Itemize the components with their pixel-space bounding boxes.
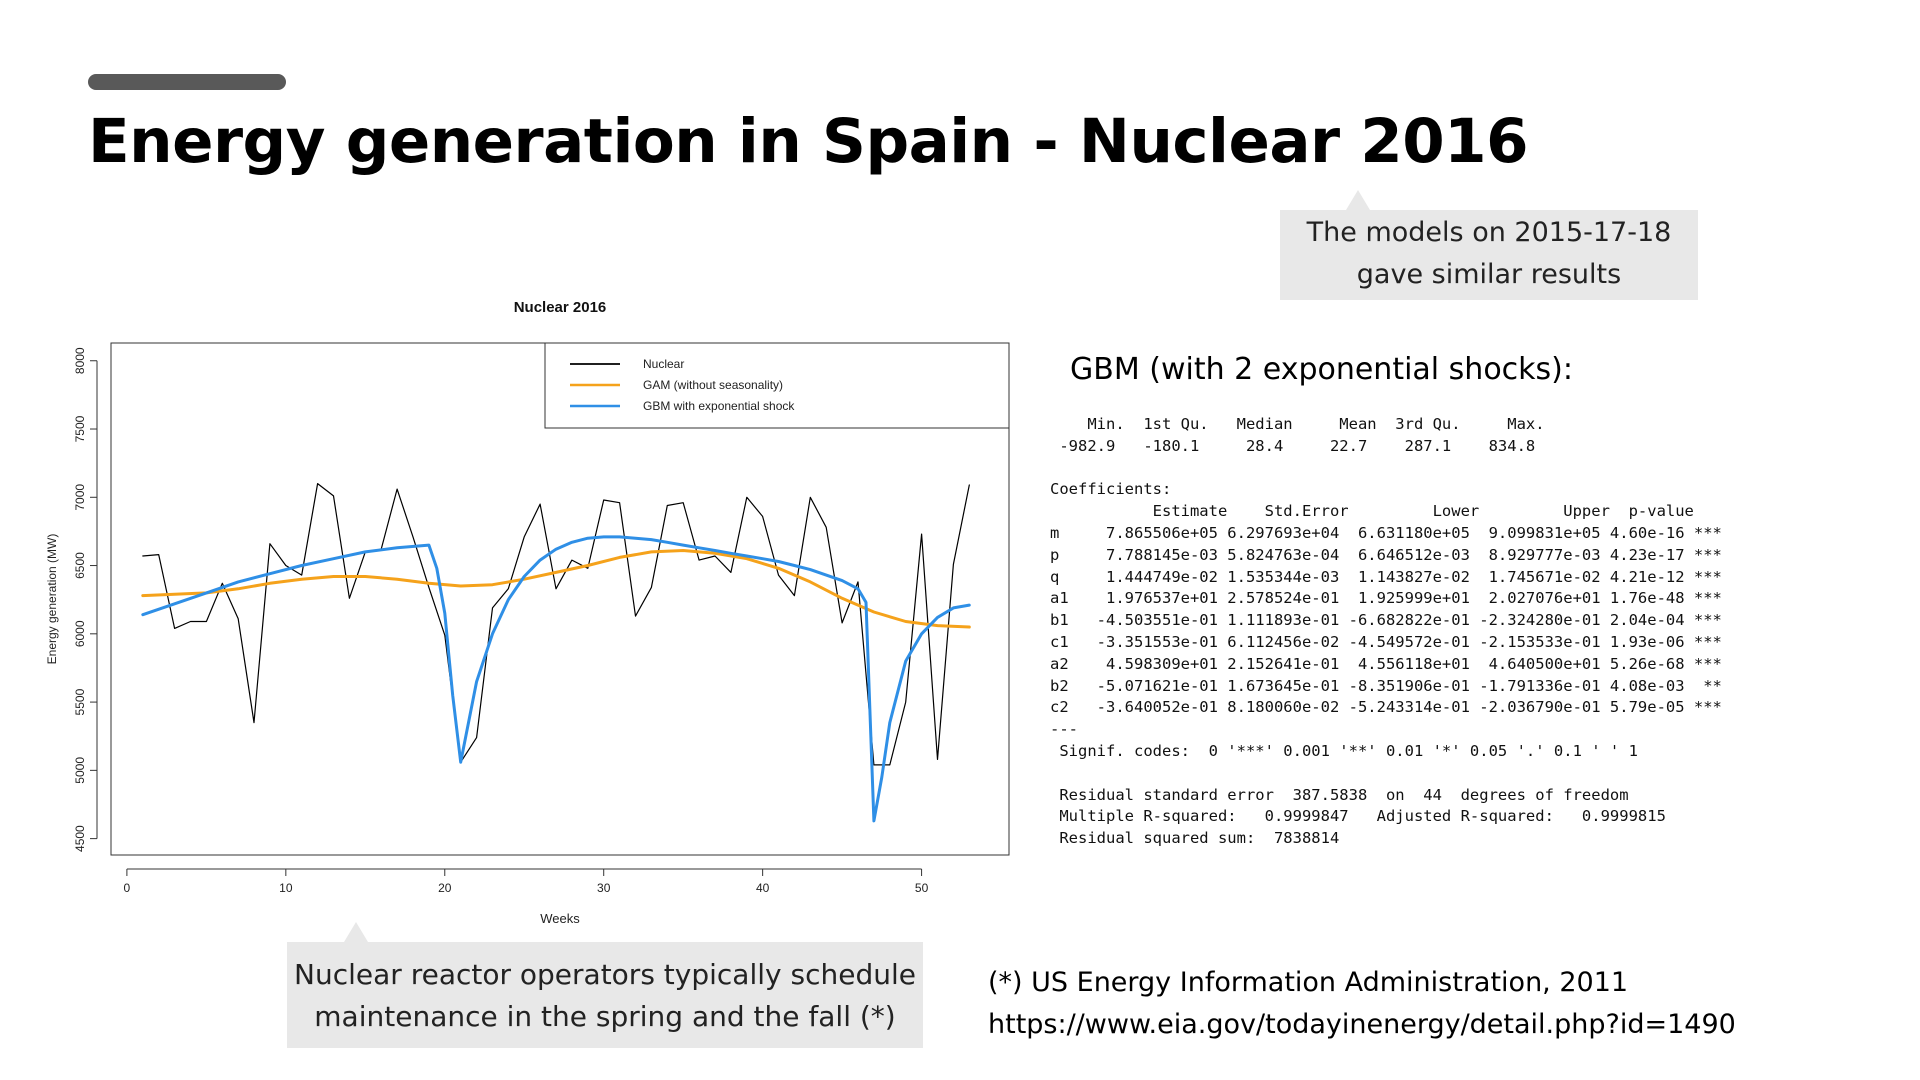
gbm-output-line: Multiple R-squared: 0.9999847 Adjusted R… <box>1050 807 1666 826</box>
gbm-output-line: Residual standard error 387.5838 on 44 d… <box>1050 785 1629 804</box>
gbm-output-line: --- <box>1050 720 1078 739</box>
y-tick-label: 7000 <box>73 484 87 511</box>
gbm-series-line <box>141 535 971 823</box>
y-tick-label: 5000 <box>73 757 87 784</box>
gbm-output-line: Estimate Std.Error Lower Upper p-value <box>1050 502 1694 521</box>
x-tick-label: 0 <box>124 881 131 895</box>
maintenance-line-1: Nuclear reactor operators typically sche… <box>294 958 916 991</box>
gbm-output-line: c2 -3.640052e-01 8.180060e-02 -5.243314e… <box>1050 698 1722 717</box>
maintenance-callout: Nuclear reactor operators typically sche… <box>287 922 923 1048</box>
chart-title: Nuclear 2016 <box>514 299 607 316</box>
legend-nuclear-label: Nuclear <box>643 357 684 371</box>
y-tick-label: 5500 <box>73 688 87 715</box>
gbm-output-line: m 7.865506e+05 6.297693e+04 6.631180e+05… <box>1050 523 1722 542</box>
y-tick-label: 7500 <box>73 415 87 442</box>
reference-note: (*) US Energy Information Administration… <box>988 962 1736 1046</box>
gbm-output-line: Signif. codes: 0 '***' 0.001 '**' 0.01 '… <box>1050 741 1638 760</box>
page-title: Energy generation in Spain - Nuclear 201… <box>88 106 1529 177</box>
y-tick-label: 8000 <box>73 347 87 374</box>
x-tick-label: 10 <box>279 881 293 895</box>
y-tick-label: 4500 <box>73 825 87 852</box>
gam-series-line <box>141 549 971 629</box>
gbm-output-line: Coefficients: <box>1050 480 1172 499</box>
gbm-output-line: p 7.788145e-03 5.824763e-04 6.646512e-03… <box>1050 545 1722 564</box>
gbm-heading: GBM (with 2 exponential shocks): <box>1070 352 1573 387</box>
nuclear-chart: Nuclear 2016 0 10 20 30 40 50 Weeks 4500 5000 5500… <box>45 299 1010 926</box>
reference-citation: (*) US Energy Information Administration… <box>988 967 1629 998</box>
x-tick-label: 50 <box>915 881 929 895</box>
gbm-output-line: b2 -5.071621e-01 1.673645e-01 -8.351906e… <box>1050 676 1722 695</box>
y-axis-label: Energy generation (MW) <box>45 534 59 665</box>
gbm-output-line: a2 4.598309e+01 2.152641e-01 4.556118e+0… <box>1050 654 1722 673</box>
gbm-output-line: c1 -3.351553e-01 6.112456e-02 -4.549572e… <box>1050 632 1722 651</box>
gbm-output-line: q 1.444749e-02 1.535344e-03 1.143827e-02… <box>1050 567 1722 586</box>
models-note-callout: The models on 2015-17-18 gave similar re… <box>1280 190 1698 300</box>
y-tick-label: 6000 <box>73 620 87 647</box>
legend-gam-label: GAM (without seasonality) <box>643 378 783 392</box>
gbm-output-line: -982.9 -180.1 28.4 22.7 287.1 834.8 <box>1050 436 1536 455</box>
gbm-output-line: b1 -4.503551e-01 1.111893e-01 -6.682822e… <box>1050 611 1722 630</box>
x-tick-label: 20 <box>438 881 452 895</box>
gbm-output-line: Residual squared sum: 7838814 <box>1050 829 1340 848</box>
models-note-line-2: gave similar results <box>1356 259 1622 290</box>
accent-bar <box>88 74 286 90</box>
maintenance-line-2: maintenance in the spring and the fall (… <box>314 1000 896 1033</box>
gbm-output-line: a1 1.976537e+01 2.578524e-01 1.925999e+0… <box>1050 589 1722 608</box>
chart-legend <box>544 342 1010 429</box>
x-tick-label: 30 <box>597 881 611 895</box>
gbm-output-line: Min. 1st Qu. Median Mean 3rd Qu. Max. <box>1050 415 1545 433</box>
x-axis-label: Weeks <box>540 911 580 926</box>
gbm-output-line <box>1050 763 1722 785</box>
nuclear-series-line <box>142 483 970 766</box>
x-tick-label: 40 <box>756 881 770 895</box>
y-tick-label: 6500 <box>73 552 87 579</box>
legend-gbm-label: GBM with exponential shock <box>643 399 795 413</box>
reference-url[interactable]: https://www.eia.gov/todayinenergy/detail… <box>988 1009 1736 1040</box>
models-note-line-1: The models on 2015-17-18 <box>1306 217 1672 248</box>
gbm-model-output: Min. 1st Qu. Median Mean 3rd Qu. Max. -9… <box>1050 414 1722 850</box>
gbm-output-line <box>1050 458 1722 480</box>
